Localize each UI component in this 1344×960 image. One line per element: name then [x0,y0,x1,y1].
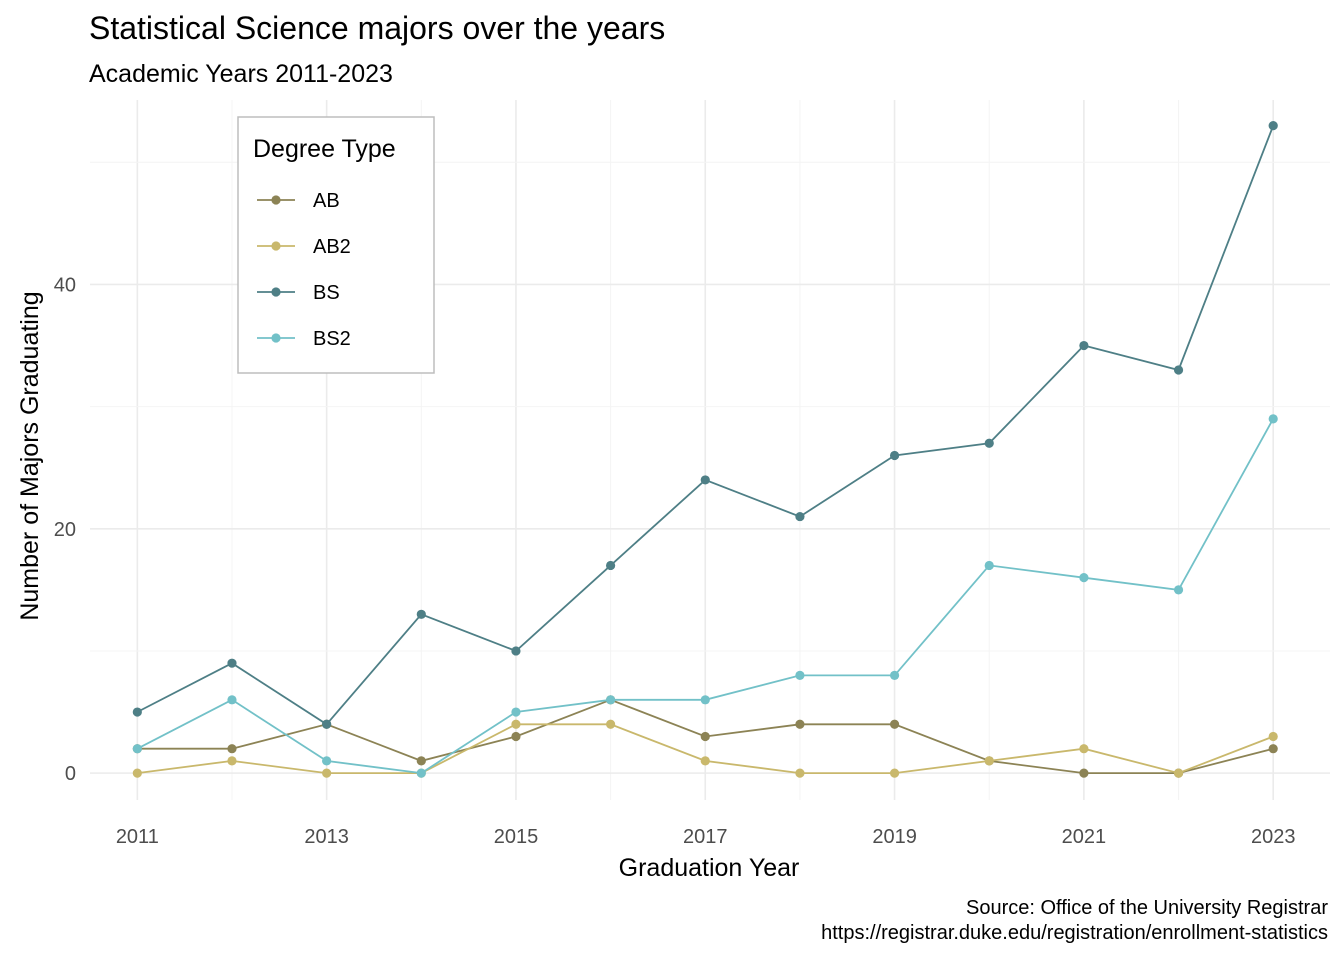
legend-key-point-bs [271,287,281,297]
data-point-ab2 [132,768,142,778]
series-bs2 [132,414,1278,778]
chart-subtitle: Academic Years 2011-2023 [89,60,393,88]
data-point-bs2 [132,744,142,754]
data-point-bs2 [1173,585,1184,595]
data-point-bs [511,646,521,656]
data-point-bs2 [511,707,521,717]
data-point-bs [606,560,616,571]
data-point-bs [984,438,994,448]
legend-item-ab: AB [257,190,340,212]
x-axis-ticks: 2011 2013 2015 2017 2019 2021 2023 [116,826,1296,848]
data-point-bs [416,609,426,619]
x-tick-label: 2015 [494,826,539,848]
legend-label-bs2: BS2 [313,328,351,350]
x-tick-label: 2013 [304,826,349,848]
x-axis-title: Graduation Year [619,854,800,882]
y-axis-ticks: 0 20 40 [54,274,76,785]
legend-box [237,116,435,374]
data-point-ab2 [984,756,994,766]
data-point-bs2 [416,768,426,778]
data-point-bs [322,719,332,729]
data-point-ab [511,731,521,742]
data-point-ab2 [1173,768,1184,778]
data-point-ab [1268,744,1278,754]
data-point-bs2 [700,695,710,705]
data-point-ab2 [606,719,616,729]
series-layer [132,121,1278,778]
data-point-bs2 [322,756,332,766]
x-tick-label: 2011 [116,826,159,848]
data-point-ab2 [1079,744,1089,754]
y-axis-title: Number of Majors Graduating [16,291,44,620]
x-tick-label: 2023 [1251,826,1296,848]
data-point-ab [416,756,426,766]
data-point-bs2 [795,670,805,680]
data-point-bs [889,450,900,461]
legend-item-bs2: BS2 [257,328,351,350]
data-point-bs [227,658,237,668]
legend-items: AB AB2 BS BS2 [257,190,351,350]
y-tick-label: 20 [54,519,76,541]
data-point-bs [1268,121,1278,131]
data-point-bs2 [606,695,616,705]
data-point-bs [795,511,805,522]
legend-key-point-ab2 [271,241,281,251]
grid [90,100,1330,800]
y-tick-label: 40 [54,274,76,296]
legend-label-ab2: AB2 [313,236,351,258]
data-point-ab [227,744,237,754]
legend-item-ab2: AB2 [257,236,351,258]
x-tick-label: 2019 [872,826,917,848]
legend-key-point-bs2 [271,333,281,343]
data-point-ab2 [1268,731,1278,742]
legend-title: Degree Type [253,135,396,163]
data-point-ab [1079,768,1089,778]
data-point-ab2 [889,768,900,778]
chart-caption: Source: Office of the University Registr… [821,896,1328,946]
data-point-ab2 [511,719,521,729]
data-point-bs2 [889,670,900,680]
data-point-ab2 [227,756,237,766]
data-point-ab [700,731,710,742]
series-ab2 [132,719,1278,778]
caption-url: https://registrar.duke.edu/registration/… [821,922,1328,944]
legend-label-bs: BS [313,282,340,304]
data-point-bs2 [1079,573,1089,583]
legend-item-bs: BS [257,282,340,304]
data-point-bs2 [227,695,237,705]
data-point-ab [889,719,900,729]
legend-label-ab: AB [313,190,340,212]
data-point-bs2 [984,560,994,571]
data-point-ab [795,719,805,729]
data-point-ab2 [795,768,805,778]
chart-title: Statistical Science majors over the year… [89,10,666,46]
legend-key-point-ab [271,195,281,205]
legend: Degree Type AB AB2 BS BS2 [237,116,435,374]
data-point-bs [1173,365,1184,375]
x-tick-label: 2017 [683,826,728,848]
caption-source: Source: Office of the University Registr… [966,897,1328,919]
data-point-ab2 [322,768,332,778]
data-point-bs2 [1268,414,1278,424]
y-tick-label: 0 [65,763,76,785]
series-bs [132,121,1278,729]
data-point-ab2 [700,756,710,766]
data-point-bs [132,707,142,717]
data-point-bs [1079,340,1089,351]
data-point-bs [700,475,710,485]
x-tick-label: 2021 [1062,826,1107,848]
